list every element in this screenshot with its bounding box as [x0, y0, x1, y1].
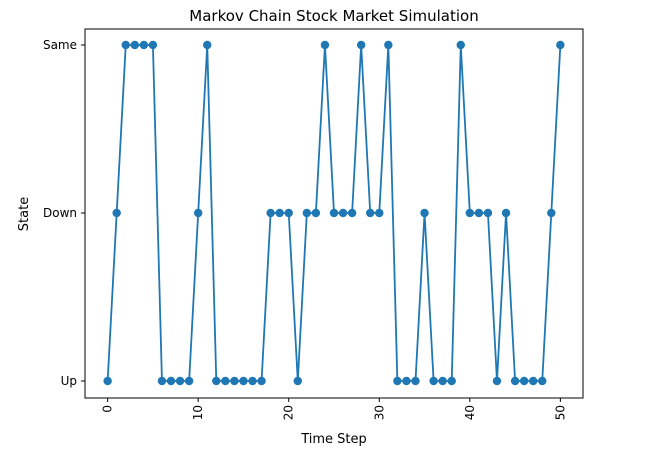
data-point — [411, 376, 420, 386]
data-point — [230, 376, 239, 386]
data-point — [393, 376, 402, 386]
data-point — [139, 40, 149, 50]
data-point — [366, 208, 375, 218]
data-point — [338, 208, 348, 218]
data-point — [221, 376, 230, 386]
data-point — [212, 376, 221, 386]
data-point — [112, 208, 121, 218]
data-point — [248, 376, 257, 386]
plot-area: 0 10 20 30 40 50 Up Down Same — [43, 28, 584, 420]
data-point — [257, 376, 266, 386]
data-point — [121, 40, 130, 50]
data-point — [465, 208, 475, 218]
y-tick-label: Down — [43, 206, 77, 220]
data-point — [347, 208, 357, 218]
data-point — [529, 376, 538, 386]
y-tick-label: Up — [61, 374, 77, 388]
data-point — [538, 376, 547, 386]
data-point — [474, 208, 484, 218]
data-point — [519, 376, 529, 386]
data-point — [266, 208, 275, 218]
y-axis-label: State — [17, 197, 32, 231]
data-point — [148, 40, 158, 50]
data-point — [420, 208, 429, 218]
data-point — [375, 208, 384, 218]
data-point — [293, 376, 302, 386]
x-tick-label: 50 — [553, 405, 567, 420]
data-point — [547, 208, 556, 218]
data-point — [329, 208, 339, 218]
data-point — [166, 376, 176, 386]
y-tick-label: Same — [43, 38, 77, 52]
data-point — [438, 376, 447, 386]
data-point — [311, 208, 321, 218]
x-tick-label: 20 — [282, 405, 296, 420]
data-point — [447, 376, 456, 386]
data-point — [429, 376, 438, 386]
data-point — [492, 376, 502, 386]
data-point — [239, 376, 248, 386]
x-axis-label: Time Step — [300, 432, 367, 447]
data-point — [103, 376, 112, 386]
data-point — [483, 208, 493, 218]
x-tick-label: 10 — [191, 405, 205, 420]
data-point — [302, 208, 312, 218]
chart-title: Markov Chain Stock Market Simulation — [189, 7, 478, 25]
data-point — [275, 208, 284, 218]
x-tick-label: 40 — [463, 405, 477, 420]
data-point — [556, 40, 565, 50]
x-tick-label: 0 — [101, 405, 115, 413]
x-tick-label: 30 — [372, 405, 386, 420]
data-point — [501, 208, 511, 218]
data-point — [456, 40, 465, 50]
data-point — [510, 376, 520, 386]
data-point — [175, 376, 185, 386]
data-point — [384, 40, 393, 50]
data-point — [402, 376, 411, 386]
data-point — [193, 208, 203, 218]
data-point — [203, 40, 212, 50]
data-point — [356, 40, 366, 50]
data-point — [130, 40, 139, 50]
data-point — [184, 376, 194, 386]
data-point — [320, 40, 330, 50]
data-point — [157, 376, 167, 386]
data-point — [284, 208, 293, 218]
